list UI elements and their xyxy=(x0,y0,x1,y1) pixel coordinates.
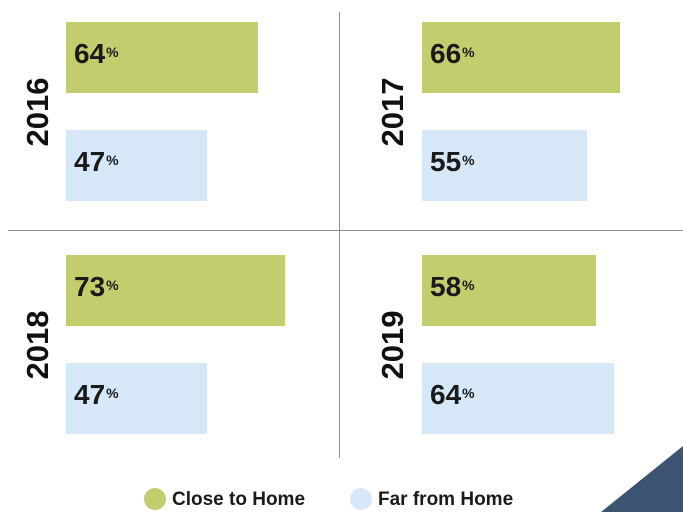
bar-2019-far: 64% xyxy=(422,363,614,434)
bar-2017-far: 55% xyxy=(422,130,587,201)
bar-2018-close: 73% xyxy=(66,255,285,326)
data-label-2016-far: 47% xyxy=(74,148,119,176)
percent-sign: % xyxy=(462,385,475,401)
percent-sign: % xyxy=(106,152,119,168)
data-label-2018-close: 73% xyxy=(74,273,119,301)
data-label-2018-far: 47% xyxy=(74,381,119,409)
bar-2018-far: 47% xyxy=(66,363,207,434)
bar-2017-close: 66% xyxy=(422,22,620,93)
data-label-2017-far: 55% xyxy=(430,148,475,176)
year-label-2018: 2018 xyxy=(20,310,55,379)
data-value: 58 xyxy=(430,271,462,302)
data-label-2017-close: 66% xyxy=(430,40,475,68)
vertical-divider xyxy=(339,12,340,458)
percent-sign: % xyxy=(462,152,475,168)
bar-2019-close: 58% xyxy=(422,255,596,326)
bar-2016-close: 64% xyxy=(66,22,258,93)
data-value: 66 xyxy=(430,38,462,69)
data-label-2016-close: 64% xyxy=(74,40,119,68)
year-label-2016: 2016 xyxy=(20,77,55,146)
horizontal-divider xyxy=(8,230,683,231)
data-value: 47 xyxy=(74,146,106,177)
percent-sign: % xyxy=(462,277,475,293)
percent-sign: % xyxy=(106,277,119,293)
year-label-2019: 2019 xyxy=(375,310,410,379)
percent-sign: % xyxy=(106,44,119,60)
data-label-2019-far: 64% xyxy=(430,381,475,409)
legend-swatch-far xyxy=(350,488,372,510)
legend: Close to Home Far from Home xyxy=(0,486,683,512)
percent-sign: % xyxy=(106,385,119,401)
data-value: 73 xyxy=(74,271,106,302)
percent-sign: % xyxy=(462,44,475,60)
legend-label-close: Close to Home xyxy=(172,489,306,510)
bar-2016-far: 47% xyxy=(66,130,207,201)
data-value: 55 xyxy=(430,146,462,177)
legend-swatch-close xyxy=(144,488,166,510)
year-label-2017: 2017 xyxy=(375,77,410,146)
corner-decoration-icon xyxy=(601,446,683,512)
data-value: 64 xyxy=(74,38,106,69)
data-value: 47 xyxy=(74,379,106,410)
legend-label-far: Far from Home xyxy=(378,489,514,510)
data-value: 64 xyxy=(430,379,462,410)
data-label-2019-close: 58% xyxy=(430,273,475,301)
